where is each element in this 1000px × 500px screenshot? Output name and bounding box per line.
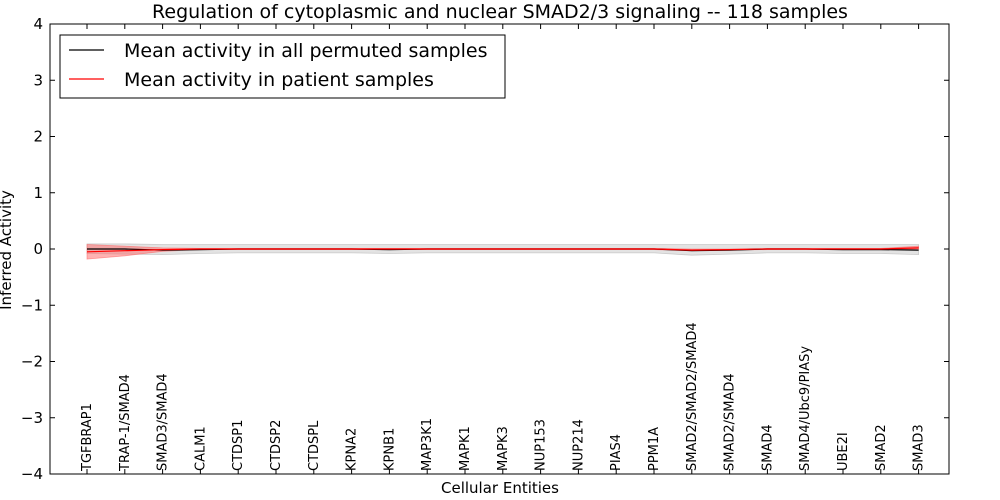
y-axis-label: Inferred Activity <box>0 190 15 310</box>
y-tick-label: −1 <box>21 296 43 314</box>
y-tick-label: 3 <box>33 71 43 89</box>
y-tick-label: 0 <box>33 240 43 258</box>
x-tick-label: CTDSP1 <box>231 420 246 471</box>
y-tick-label: −4 <box>21 465 43 483</box>
x-tick-label: TGFBRAP1 <box>80 403 95 472</box>
y-tick-label: 4 <box>33 15 43 33</box>
x-tick-label: NUP153 <box>534 419 549 471</box>
x-tick-label: UBE2I <box>836 432 851 471</box>
x-tick-label: NUP214 <box>571 419 586 471</box>
x-tick-label: MAPK1 <box>458 426 473 471</box>
y-tick-label: −3 <box>21 409 43 427</box>
x-tick-label: CTDSPL <box>307 420 322 471</box>
y-tick-label: 2 <box>33 128 43 146</box>
legend: Mean activity in all permuted samples Me… <box>59 34 506 99</box>
x-tick-label: TRAP-1/SMAD4 <box>118 374 133 472</box>
x-tick-label: CTDSP2 <box>269 420 284 471</box>
x-axis-label: Cellular Entities <box>441 479 559 497</box>
x-tick-label: PIAS4 <box>609 434 624 471</box>
x-tick-label: KPNB1 <box>382 428 397 471</box>
x-tick-label: MAP3K1 <box>420 418 435 471</box>
x-tick-label: SMAD4/Ubc9/PIASy <box>798 346 813 471</box>
chart-title: Regulation of cytoplasmic and nuclear SM… <box>152 1 848 23</box>
legend-label-patient: Mean activity in patient samples <box>124 69 434 91</box>
x-tick-label: SMAD2 <box>874 424 889 471</box>
x-tick-label: SMAD2/SMAD4 <box>723 373 738 471</box>
x-tick-label: KPNA2 <box>345 428 360 471</box>
y-tick-label: 1 <box>33 184 43 202</box>
legend-label-permuted: Mean activity in all permuted samples <box>124 40 487 62</box>
x-tick-label: PPM1A <box>647 427 662 471</box>
x-tick-label: CALM1 <box>193 426 208 471</box>
y-tick-label: −2 <box>21 353 43 371</box>
legend-frame <box>59 34 506 99</box>
x-tick-label: SMAD2/SMAD2/SMAD4 <box>685 322 700 471</box>
plot-area: −4 −3 −2 −1 0 1 2 3 4 TGFBRAP1 TRAP-1/SMAD4 SMAD3/S… <box>21 15 950 483</box>
x-tick-label: SMAD3 <box>912 424 927 471</box>
x-tick-label: MAPK3 <box>496 426 511 471</box>
x-tick-label: SMAD3/SMAD4 <box>156 373 171 471</box>
line-series-1 <box>86 247 919 253</box>
x-tick-label: SMAD4 <box>760 424 775 471</box>
